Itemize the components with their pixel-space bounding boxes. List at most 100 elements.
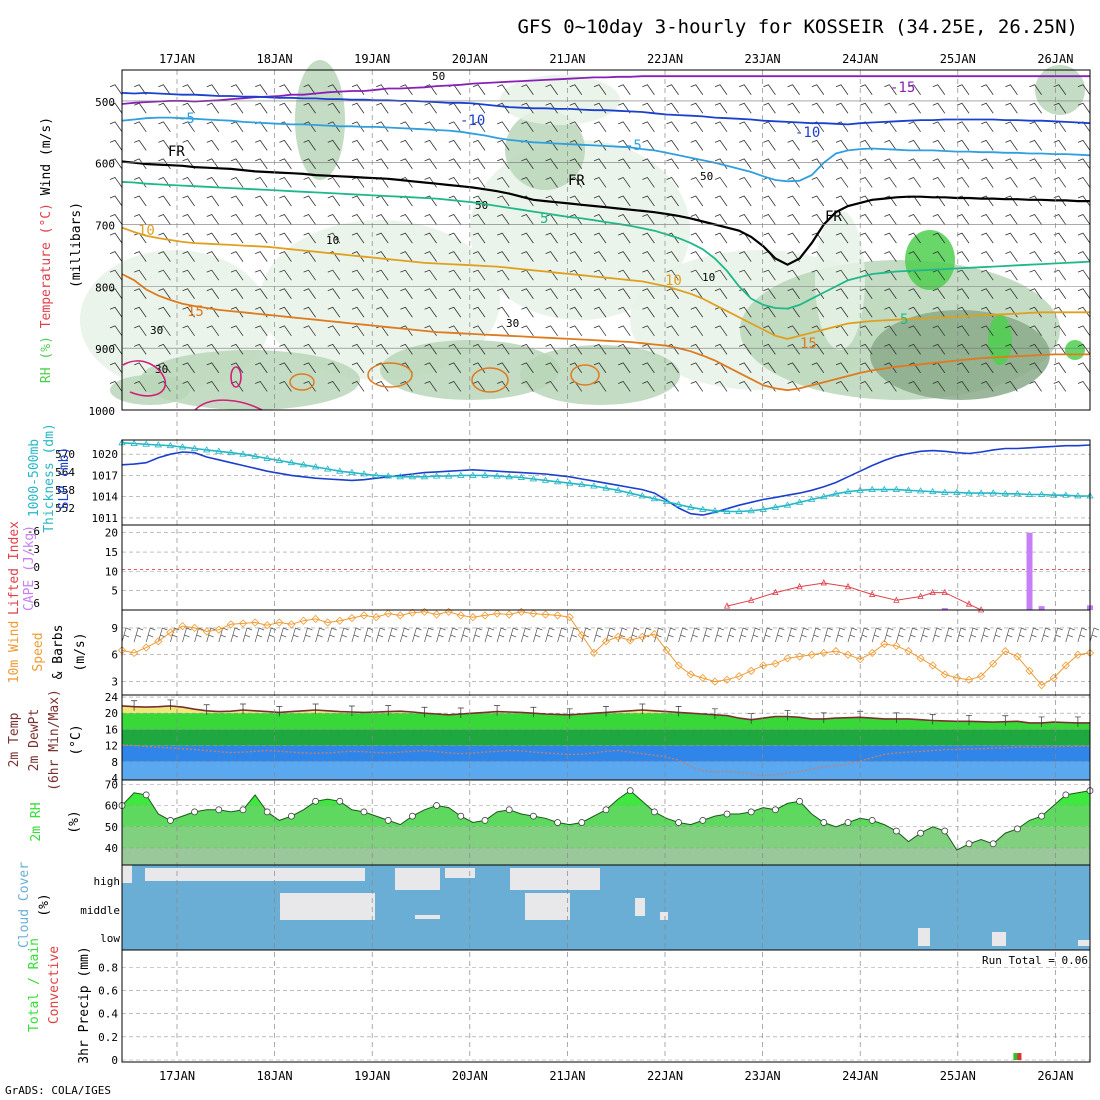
wind-barb	[787, 139, 800, 151]
wind-barb	[497, 176, 510, 188]
wind-barb	[811, 325, 825, 337]
wind-barb	[400, 84, 413, 95]
cloud-clear-patch	[1078, 940, 1090, 946]
rh2m-marker	[917, 829, 924, 837]
wind-barb	[230, 325, 244, 337]
wind-barb	[134, 380, 147, 392]
wind10m-marker	[855, 655, 865, 664]
thickness-marker	[590, 482, 598, 489]
temp-minmax-bar	[966, 714, 972, 726]
cloud-level-label: low	[100, 932, 120, 945]
wind-barb	[884, 269, 897, 281]
isotherm-label: -10	[795, 125, 820, 141]
wind10m-barb	[666, 627, 676, 643]
wind-barb	[618, 306, 631, 318]
wind-barb	[182, 214, 195, 225]
wind-barb	[835, 139, 849, 151]
wind10m-barb	[847, 627, 858, 643]
series-line-1	[121, 442, 1090, 513]
wind-barb	[351, 251, 365, 262]
isotherm-15-loop-2	[471, 367, 509, 393]
wind-barb	[182, 288, 195, 299]
wind-barb	[884, 325, 897, 337]
thickness-marker	[989, 489, 997, 496]
wind-barb	[787, 325, 800, 337]
lifted-index-marker	[917, 592, 924, 599]
wind-barb	[521, 325, 534, 337]
temp2m-tick-label: 24	[105, 691, 119, 704]
wind-barb	[787, 232, 800, 244]
lifted-index-marker	[965, 600, 973, 607]
wind-barb	[787, 251, 800, 262]
rh2m-marker	[263, 808, 271, 816]
wind-barb	[255, 195, 268, 207]
wind-barb	[593, 121, 607, 133]
rh2m-marker	[1062, 791, 1070, 799]
wind10m-marker	[868, 648, 877, 658]
rh-shade-17	[815, 210, 865, 350]
wind-barb	[158, 362, 171, 374]
temp2m-ylabel: 2m DewPt	[27, 709, 42, 772]
upper-ylabel-part: RH (%)	[39, 336, 54, 383]
wind-barb	[932, 158, 946, 170]
thickness-marker	[166, 441, 175, 449]
thickness-marker	[553, 478, 562, 485]
wind-barb	[351, 380, 365, 392]
wind-barb	[206, 121, 220, 133]
date-label-bottom: 17JAN	[159, 1069, 195, 1083]
date-label-top: 17JAN	[159, 52, 195, 66]
wind-barb	[1053, 139, 1067, 151]
wind-barb	[1053, 84, 1067, 95]
wind-barb	[884, 343, 897, 355]
wind-barb	[642, 232, 655, 244]
rh2m-marker	[239, 806, 247, 814]
thickness-marker	[287, 458, 296, 466]
thickness-marker	[529, 475, 538, 482]
date-label-bottom: 19JAN	[354, 1069, 390, 1083]
wind10m-barb	[303, 627, 313, 643]
wind-barb	[472, 139, 486, 151]
wind-barb	[230, 251, 244, 262]
wind-barb	[303, 343, 316, 355]
wind-barb	[424, 251, 437, 262]
rh2m-marker	[941, 827, 949, 835]
wind-barb	[739, 195, 752, 207]
temp2m-ylabel-group: 2m Temp	[7, 712, 22, 767]
wind-barb	[1029, 232, 1042, 244]
wind-barb	[666, 176, 679, 188]
wind-barb	[497, 232, 510, 244]
wind10m-barb	[460, 627, 470, 643]
wind10m-marker	[892, 641, 901, 650]
wind-barb	[497, 102, 510, 114]
wind-barb	[1029, 362, 1042, 374]
wind-barb	[255, 102, 268, 114]
wind-barb	[569, 121, 583, 133]
wind-barb	[424, 121, 437, 133]
wind-barb	[884, 288, 897, 299]
wind-barb	[255, 158, 268, 170]
lifted-index-line	[726, 582, 982, 611]
wind-barb	[811, 362, 825, 374]
wind-barb	[860, 325, 873, 337]
series-line-0	[121, 444, 1091, 516]
wind-barb	[932, 232, 946, 244]
dewpoint-line	[121, 744, 1091, 777]
slp-tick-label: 1014	[92, 491, 119, 504]
wind-barb	[642, 84, 655, 95]
rh2m-marker	[989, 840, 997, 848]
slp-tick-label: 1017	[92, 469, 119, 482]
wind-barb	[763, 139, 776, 151]
wind-barb	[109, 139, 123, 151]
thickness-marker	[469, 471, 477, 478]
wind-barb	[569, 288, 583, 299]
wind-barb	[981, 121, 994, 133]
wind-barb	[569, 139, 583, 151]
thickness-marker	[614, 486, 622, 493]
temp-minmax-bar	[348, 705, 355, 716]
wind10m-barb	[896, 627, 906, 643]
wind-barb	[206, 195, 220, 207]
wind-barb	[981, 139, 994, 151]
wind-barb	[376, 306, 389, 318]
cloud-ylabel-group: (%)	[37, 893, 52, 916]
rh2m-marker	[699, 817, 707, 824]
